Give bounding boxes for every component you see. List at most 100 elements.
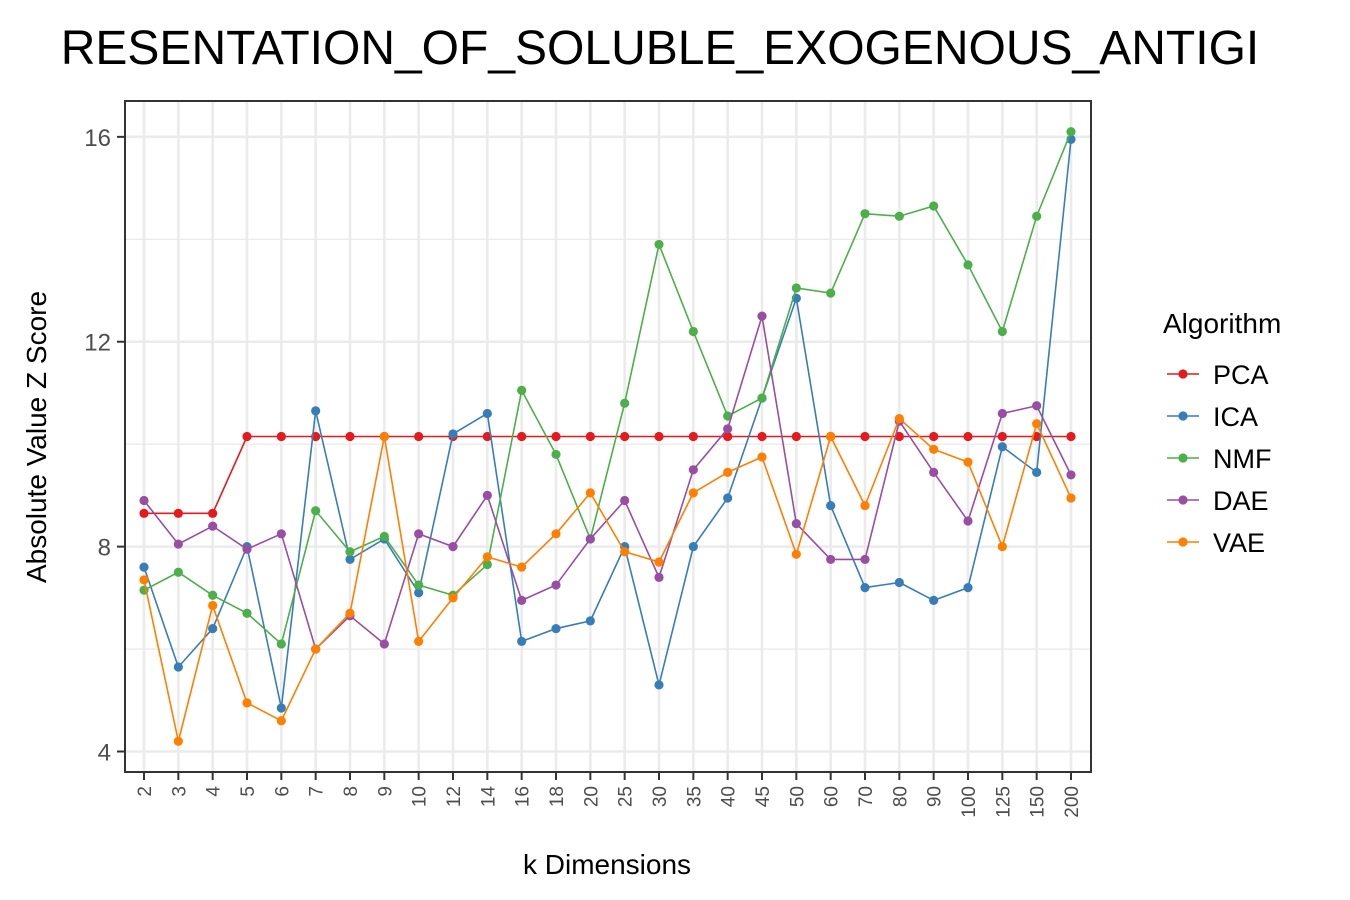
chart-title: RESENTATION_OF_SOLUBLE_EXOGENOUS_ANTIGI bbox=[61, 22, 1260, 75]
data-point-pca bbox=[997, 431, 1007, 442]
data-point-vae bbox=[208, 600, 218, 611]
data-point-dae bbox=[585, 534, 595, 544]
data-point-pca bbox=[963, 431, 973, 442]
data-point-ica bbox=[654, 680, 664, 690]
data-point-ica bbox=[311, 406, 321, 416]
data-point-pca bbox=[585, 431, 595, 442]
plot-panel-border bbox=[124, 100, 1092, 773]
data-point-nmf bbox=[757, 393, 767, 403]
data-point-pca bbox=[173, 508, 183, 518]
data-point-dae bbox=[276, 529, 286, 539]
data-point-nmf bbox=[482, 559, 492, 570]
y-tick-label: 4 bbox=[98, 740, 111, 767]
data-point-dae bbox=[208, 521, 218, 531]
data-point-pca bbox=[894, 431, 904, 442]
x-tick-label: 30 bbox=[650, 786, 671, 807]
data-point-dae bbox=[173, 539, 183, 549]
x-tick-label: 45 bbox=[753, 786, 774, 807]
data-point-ica bbox=[551, 623, 561, 634]
data-point-nmf bbox=[860, 209, 870, 219]
data-point-ica bbox=[173, 662, 183, 672]
x-tick-label: 7 bbox=[307, 786, 328, 797]
data-point-ica bbox=[345, 554, 355, 565]
data-point-vae bbox=[551, 529, 561, 539]
series-line-nmf bbox=[143, 131, 1072, 646]
x-tick-label: 100 bbox=[959, 786, 980, 818]
x-axis-label: k Dimensions bbox=[523, 849, 691, 880]
data-point-ica bbox=[517, 636, 527, 646]
legend-item-dae: DAE bbox=[1167, 486, 1269, 516]
data-point-dae bbox=[620, 495, 630, 506]
data-point-vae bbox=[963, 457, 973, 467]
data-point-ica bbox=[826, 501, 836, 511]
x-tick-label: 18 bbox=[547, 786, 568, 807]
data-point-vae bbox=[311, 644, 321, 654]
x-tick-label: 50 bbox=[787, 786, 808, 807]
data-point-vae bbox=[414, 636, 424, 646]
x-tick-label: 70 bbox=[856, 786, 877, 807]
data-point-nmf bbox=[654, 239, 664, 250]
data-point-nmf bbox=[826, 288, 836, 298]
x-tick-label: 40 bbox=[719, 786, 740, 807]
data-point-nmf bbox=[929, 201, 939, 211]
data-point-vae bbox=[448, 593, 458, 603]
data-point-ica bbox=[997, 442, 1007, 452]
legend-label: VAE bbox=[1213, 528, 1265, 558]
data-point-nmf bbox=[963, 260, 973, 270]
data-point-pca bbox=[757, 431, 767, 442]
data-point-vae bbox=[894, 413, 904, 424]
data-point-vae bbox=[276, 716, 286, 726]
data-point-pca bbox=[688, 431, 698, 442]
data-point-nmf bbox=[1066, 127, 1076, 137]
x-tick-label: 5 bbox=[238, 786, 259, 797]
legend-item-nmf: NMF bbox=[1167, 444, 1271, 474]
legend-label: NMF bbox=[1213, 444, 1271, 474]
data-point-nmf bbox=[345, 547, 355, 557]
data-point-vae bbox=[517, 562, 527, 572]
data-point-ica bbox=[723, 493, 733, 503]
data-point-pca bbox=[791, 431, 801, 442]
data-point-vae bbox=[1032, 419, 1042, 429]
data-point-pca bbox=[276, 431, 286, 442]
data-point-ica bbox=[688, 542, 698, 552]
data-point-vae bbox=[139, 575, 149, 585]
data-point-nmf bbox=[688, 326, 698, 337]
data-point-ica bbox=[139, 562, 149, 572]
data-point-vae bbox=[620, 547, 630, 557]
data-point-nmf bbox=[173, 567, 183, 577]
data-point-nmf bbox=[551, 449, 561, 460]
data-point-pca bbox=[208, 508, 218, 518]
legend-item-vae: VAE bbox=[1167, 528, 1265, 558]
data-point-dae bbox=[242, 544, 252, 554]
data-point-dae bbox=[860, 554, 870, 565]
legend-item-ica: ICA bbox=[1167, 402, 1258, 432]
data-point-nmf bbox=[1032, 211, 1042, 221]
data-point-dae bbox=[723, 424, 733, 434]
data-point-ica bbox=[585, 616, 595, 626]
data-point-dae bbox=[997, 408, 1007, 419]
x-tick-label: 150 bbox=[1028, 786, 1049, 818]
x-tick-label: 35 bbox=[684, 786, 705, 807]
data-point-pca bbox=[1066, 431, 1076, 442]
data-point-pca bbox=[551, 431, 561, 442]
data-point-nmf bbox=[242, 608, 252, 618]
series-ica bbox=[139, 134, 1076, 713]
data-point-pca bbox=[654, 431, 664, 442]
legend-key-point bbox=[1178, 411, 1188, 421]
data-point-vae bbox=[929, 444, 939, 454]
legend-title: Algorithm bbox=[1163, 308, 1281, 339]
data-point-pca bbox=[345, 431, 355, 442]
data-point-dae bbox=[688, 465, 698, 475]
x-tick-label: 4 bbox=[204, 786, 225, 797]
x-tick-label: 14 bbox=[478, 786, 499, 808]
data-point-dae bbox=[963, 516, 973, 526]
data-point-ica bbox=[448, 429, 458, 439]
data-point-dae bbox=[929, 467, 939, 477]
data-point-pca bbox=[929, 431, 939, 442]
data-point-ica bbox=[414, 588, 424, 598]
data-point-nmf bbox=[379, 531, 389, 541]
data-point-vae bbox=[791, 549, 801, 559]
data-point-ica bbox=[276, 703, 286, 713]
